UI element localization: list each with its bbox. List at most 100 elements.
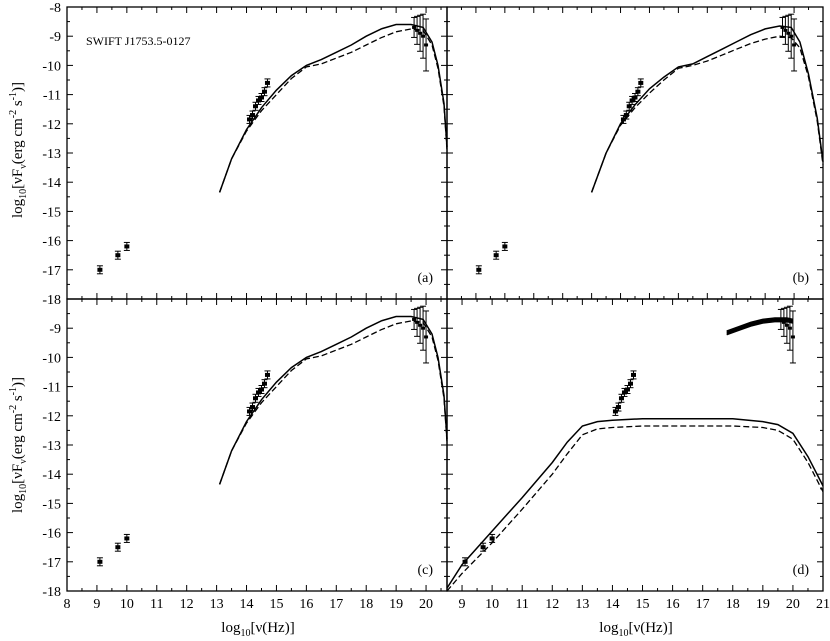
y-tick-label: -18: [42, 585, 61, 600]
x-tick-label: 18: [359, 597, 373, 612]
xray-point: [412, 25, 417, 29]
y-tick-label: -8: [49, 1, 61, 16]
data-point: [630, 372, 636, 377]
panel-frame: [66, 298, 448, 592]
y-tick-label: -17: [42, 556, 61, 571]
data-point: [480, 545, 486, 550]
xray-point: [412, 317, 417, 321]
x-tick-label: 16: [666, 597, 680, 612]
source-label: SWIFT J1753.5-0127: [86, 34, 190, 48]
data-point: [621, 390, 627, 395]
xray-point: [421, 34, 426, 38]
xray-point: [783, 28, 788, 32]
x-tick-label: 11: [150, 597, 163, 612]
x-tick-label: 17: [696, 597, 710, 612]
y-tick-label: -12: [42, 410, 61, 425]
data-point: [261, 89, 267, 94]
x-tick-label: 13: [575, 597, 589, 612]
data-point: [261, 381, 267, 386]
x-tick-label: 16: [299, 597, 313, 612]
xray-point: [424, 335, 429, 339]
x-tick-label: 13: [210, 597, 224, 612]
y-tick-label: -9: [49, 322, 61, 337]
panel-frame: [446, 6, 824, 300]
data-point: [502, 244, 508, 249]
x-tick-label: 15: [636, 597, 650, 612]
y-tick-label: -14: [42, 176, 61, 191]
model-curve-solid: [218, 23, 448, 193]
xray-point: [421, 326, 426, 330]
data-point: [632, 95, 638, 100]
data-point: [476, 267, 482, 272]
x-tick-label: 12: [545, 597, 559, 612]
xray-point: [784, 323, 789, 327]
model-curve-solid: [218, 315, 448, 485]
xray-point: [415, 28, 420, 32]
x-tick-label: 14: [605, 597, 619, 612]
xray-point: [786, 31, 791, 35]
xray-point: [424, 43, 429, 47]
data-point: [97, 559, 103, 564]
x-tick-label: 8: [64, 597, 71, 612]
data-point: [612, 409, 618, 414]
y-axis-title-bottom: log10[νFν(erg cm-2 s-1)]: [8, 377, 29, 513]
data-point: [629, 98, 635, 103]
y-tick-label: -15: [42, 497, 61, 512]
x-tick-label: 9: [459, 597, 466, 612]
y-tick-label: -10: [42, 351, 61, 366]
data-point: [638, 80, 644, 85]
x-axis-title-right: log10[ν(Hz)]: [599, 620, 672, 639]
xray-point: [790, 335, 795, 339]
model-curve-solid: [446, 417, 824, 589]
y-tick-label: -13: [42, 147, 61, 162]
x-tick-label: 21: [816, 597, 830, 612]
xray-point: [792, 43, 797, 47]
xray-point: [780, 25, 785, 29]
data-point: [115, 253, 121, 258]
x-tick-label: 11: [515, 597, 528, 612]
y-tick-label: -16: [42, 235, 61, 250]
panel-label: (b): [793, 271, 810, 286]
data-point: [250, 113, 256, 118]
panel-frame: [66, 6, 448, 300]
data-point: [255, 98, 261, 103]
xray-point: [787, 326, 792, 330]
model-curve-dashed: [590, 35, 824, 193]
panel-label: (d): [793, 563, 810, 578]
xray-point: [778, 317, 783, 321]
panel-label: (c): [417, 563, 433, 578]
data-point: [623, 113, 629, 118]
panel-c: -18 -17 -16 -15 -14 -13 -12 -11 -10 -9 8 9 10 11 12 13 1…: [42, 298, 448, 612]
y-tick-label: -15: [42, 205, 61, 220]
x-tick-label: 19: [389, 597, 403, 612]
y-tick-label: -11: [43, 89, 61, 104]
y-tick-label: -10: [42, 59, 61, 74]
x-tick-label: 17: [329, 597, 343, 612]
panels-group: -18 -17 -16 -15 -14 -13 -12 -11 -10 -9 -8 (a) (b) -18…: [42, 1, 830, 612]
data-point: [115, 545, 121, 550]
xray-point: [781, 320, 786, 324]
data-point: [250, 405, 256, 410]
model-curve-dashed: [218, 28, 448, 193]
x-tick-label: 20: [786, 597, 800, 612]
data-point: [462, 559, 468, 564]
y-tick-label: -17: [42, 264, 61, 279]
data-point: [124, 244, 130, 249]
data-point: [264, 372, 270, 377]
x-tick-label: 20: [419, 597, 433, 612]
data-point: [493, 253, 499, 258]
x-tick-label: 14: [240, 597, 254, 612]
data-point: [255, 390, 261, 395]
data-point: [258, 387, 264, 392]
x-tick-label: 10: [120, 597, 134, 612]
xray-point: [789, 34, 794, 38]
panel-frame: [446, 298, 824, 592]
data-point: [615, 405, 621, 410]
panel-label: (a): [417, 271, 433, 286]
x-tick-label: 15: [269, 597, 283, 612]
data-point: [626, 104, 632, 109]
y-tick-label: -14: [42, 468, 61, 483]
data-point: [258, 95, 264, 100]
svg-text:log10[νFν(erg cm-2 s-1)]: log10[νFν(erg cm-2 s-1)]: [8, 82, 29, 218]
data-point: [124, 536, 130, 541]
